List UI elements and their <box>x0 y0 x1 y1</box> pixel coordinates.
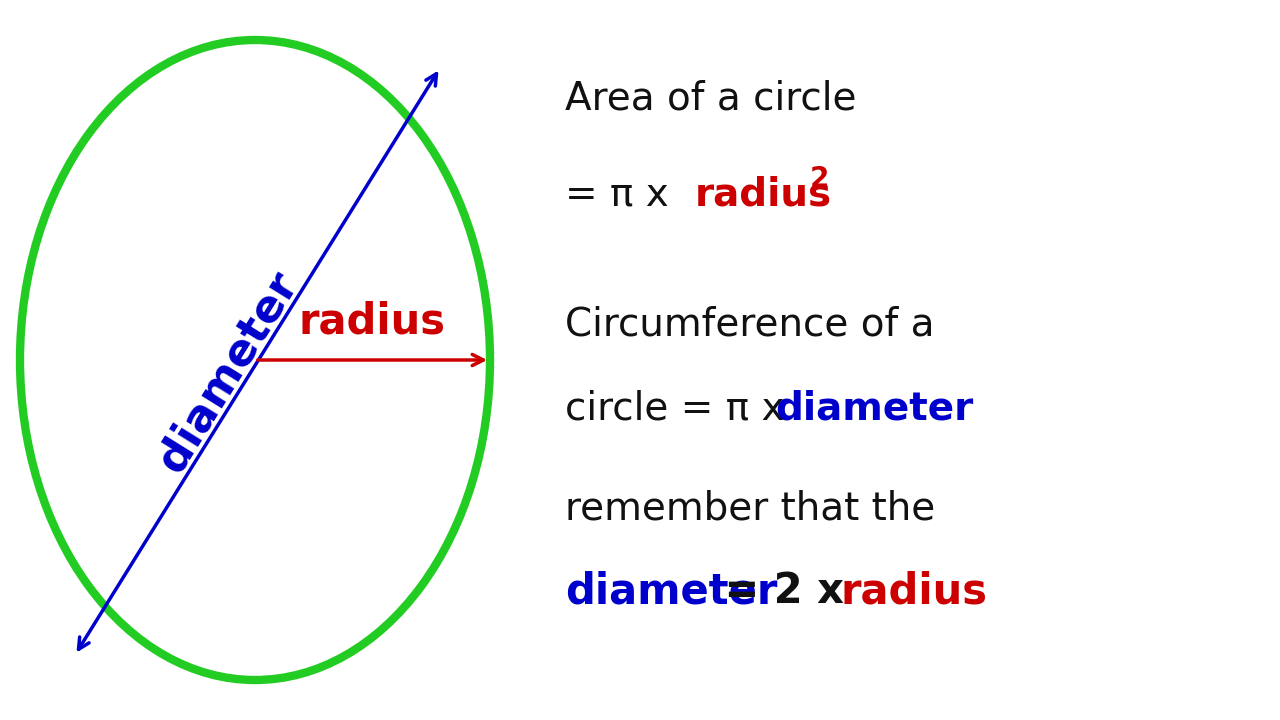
Text: = π x: = π x <box>564 175 681 213</box>
Text: diameter: diameter <box>774 390 973 428</box>
Text: Circumference of a: Circumference of a <box>564 305 934 343</box>
Text: remember that the: remember that the <box>564 490 936 528</box>
Text: 2: 2 <box>810 165 829 193</box>
Text: radius: radius <box>695 175 832 213</box>
Text: Area of a circle: Area of a circle <box>564 80 856 118</box>
Text: diameter: diameter <box>150 264 306 480</box>
Text: radius: radius <box>840 570 987 612</box>
Text: radius: radius <box>300 300 445 342</box>
Text: circle = π x: circle = π x <box>564 390 797 428</box>
Text: = 2 x: = 2 x <box>710 570 859 612</box>
Text: diameter: diameter <box>564 570 777 612</box>
